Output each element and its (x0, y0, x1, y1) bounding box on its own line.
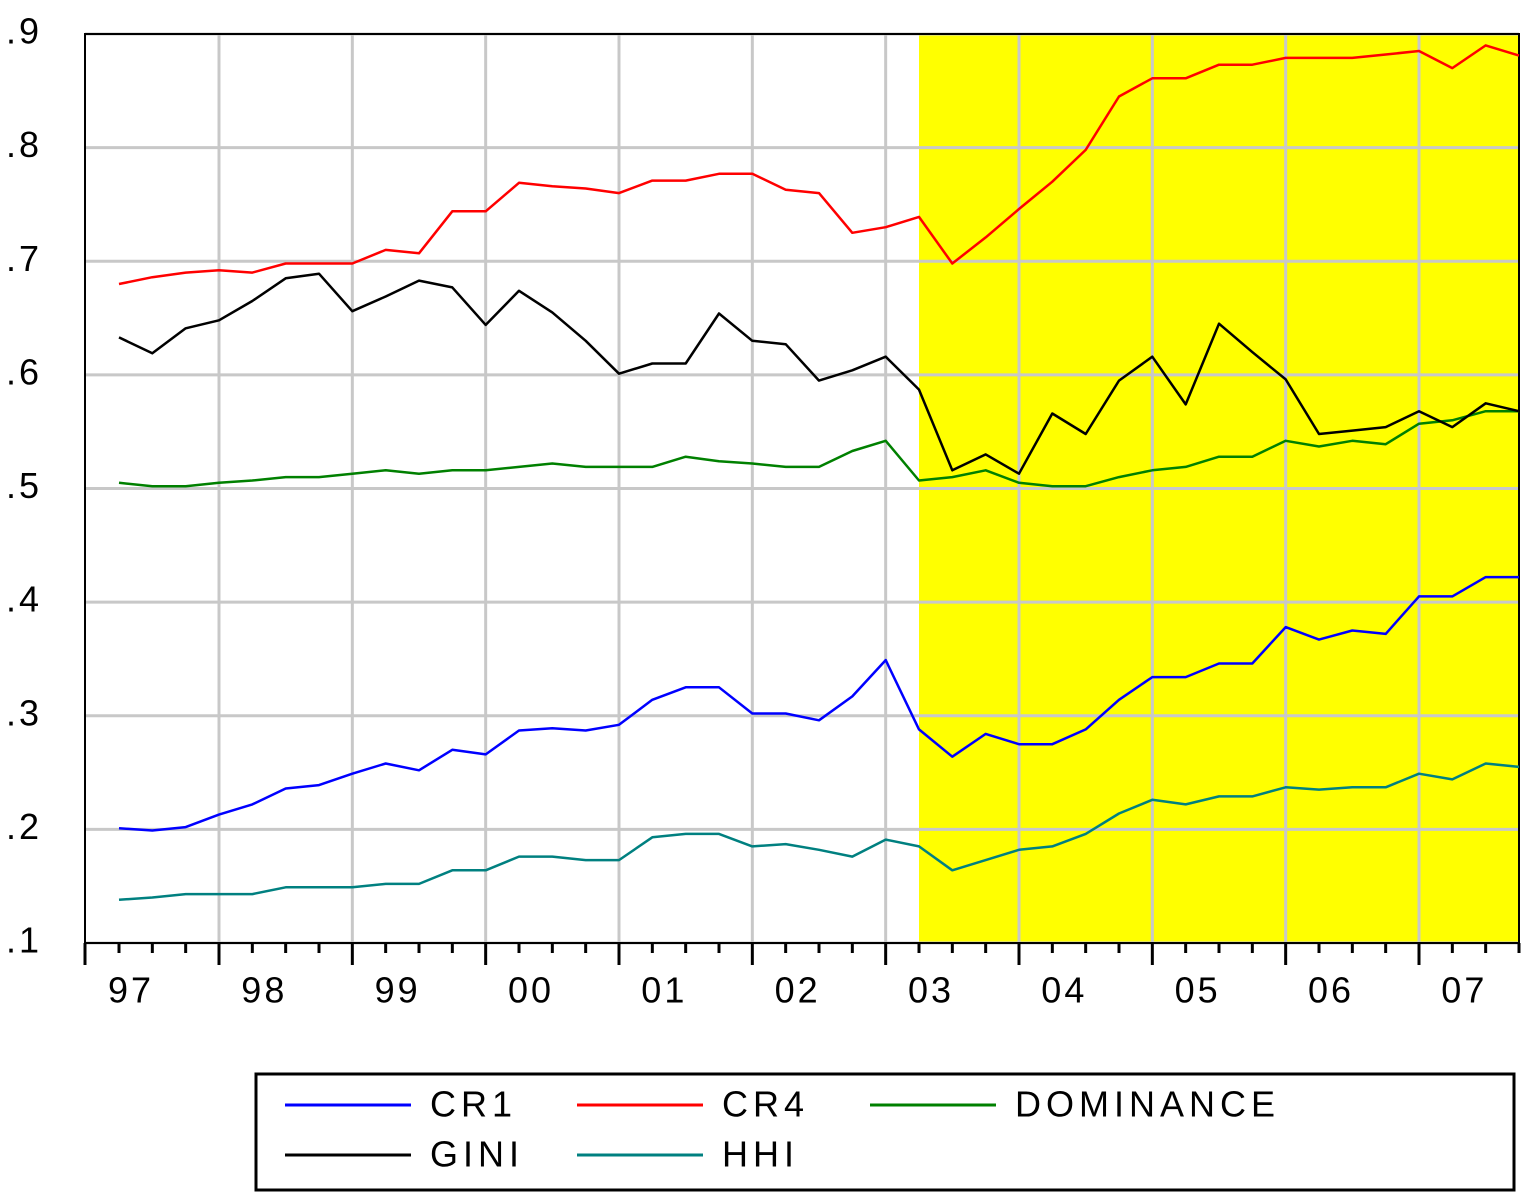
x-tick-label: 98 (241, 970, 287, 1011)
y-tick-label: .6 (6, 351, 42, 392)
x-tick-label: 06 (1308, 970, 1354, 1011)
x-tick-label: 01 (641, 970, 687, 1011)
legend-label: CR1 (430, 1084, 517, 1125)
x-tick-label: 97 (108, 970, 154, 1011)
series-line (118, 575, 1519, 832)
y-tick-label: .7 (6, 238, 42, 279)
legend-box (254, 1072, 1516, 1192)
plot-frame (84, 33, 1520, 944)
y-tick-label: .4 (6, 579, 42, 620)
y-tick-label: .1 (6, 920, 42, 961)
x-tick-label: 99 (375, 970, 421, 1011)
x-tick-label: 03 (908, 970, 954, 1011)
y-tick-label: .8 (6, 124, 42, 165)
series-line (118, 409, 1519, 488)
y-tick-label: .2 (6, 806, 42, 847)
x-tick-label: 04 (1041, 970, 1087, 1011)
y-tick-label: .5 (6, 465, 42, 506)
legend-label: CR4 (722, 1084, 809, 1125)
x-tick-label: 05 (1175, 970, 1221, 1011)
x-tick-label: 07 (1441, 970, 1487, 1011)
x-tick-label: 00 (508, 970, 554, 1011)
legend-label: DOMINANCE (1015, 1084, 1280, 1125)
series-line (118, 272, 1520, 475)
legend-label: HHI (722, 1134, 799, 1175)
y-tick-label: .3 (6, 692, 42, 733)
y-tick-label: .9 (6, 11, 42, 52)
series-line (118, 762, 1520, 902)
series-line (118, 44, 1520, 286)
legend-label: GINI (430, 1134, 524, 1175)
x-tick-label: 02 (775, 970, 821, 1011)
